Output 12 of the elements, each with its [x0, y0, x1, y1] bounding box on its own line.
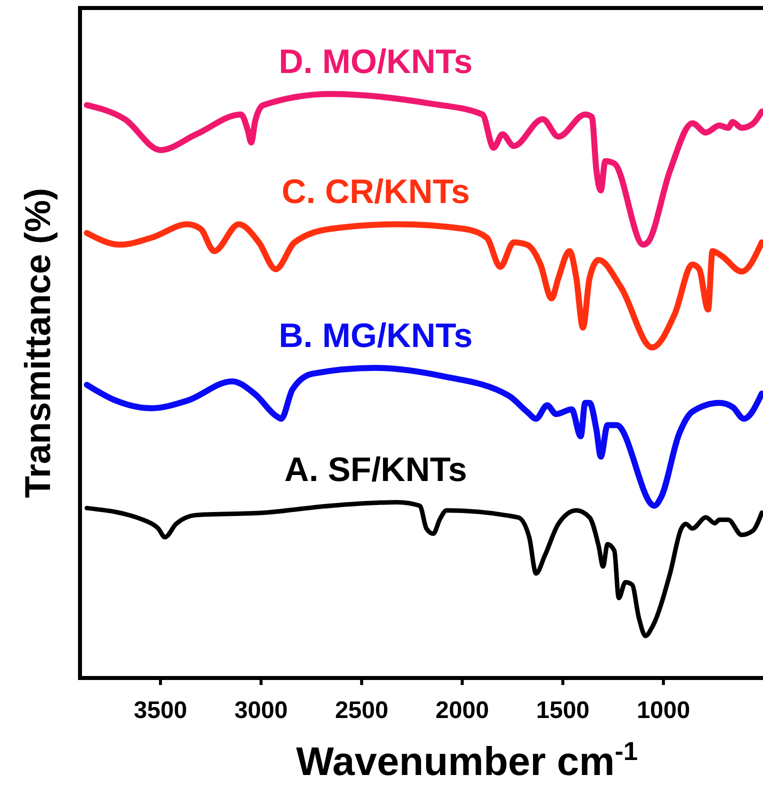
x-axis-title: Wavenumber cm$^{-1}$ [296, 736, 638, 784]
series-label: B. MG/KNTs [278, 316, 473, 355]
series-label: A. SF/KNTs [284, 451, 468, 490]
x-tick-label: 1500 [536, 697, 590, 724]
x-tick-label: 3000 [234, 697, 288, 724]
y-axis-title: Transmittance (%) [17, 188, 58, 498]
x-tick-label: 2000 [436, 697, 489, 724]
series-label: D. MO/KNTs [278, 43, 473, 81]
x-tick-label: 2500 [334, 697, 388, 724]
x-tick-label: 1000 [636, 697, 690, 724]
series-label: C. CR/KNTs [282, 173, 470, 212]
x-tick-label: 3500 [134, 697, 188, 724]
